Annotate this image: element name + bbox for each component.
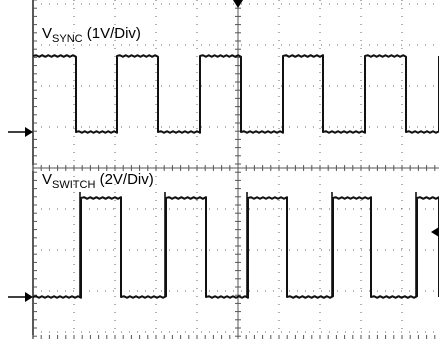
- graticule: [33, 0, 439, 339]
- sync-ground-marker-head: [25, 127, 33, 137]
- sync-trace: [33, 55, 439, 133]
- switch-ground-marker-head: [25, 292, 33, 302]
- switch-series-label: VSWITCH (2V/Div): [42, 171, 154, 191]
- traces: [33, 55, 439, 298]
- sync-series-label: VSYNC (1V/Div): [42, 25, 141, 45]
- switch-trace: [33, 197, 439, 298]
- ground-markers: [8, 0, 439, 302]
- trigger-level-marker: [431, 227, 439, 237]
